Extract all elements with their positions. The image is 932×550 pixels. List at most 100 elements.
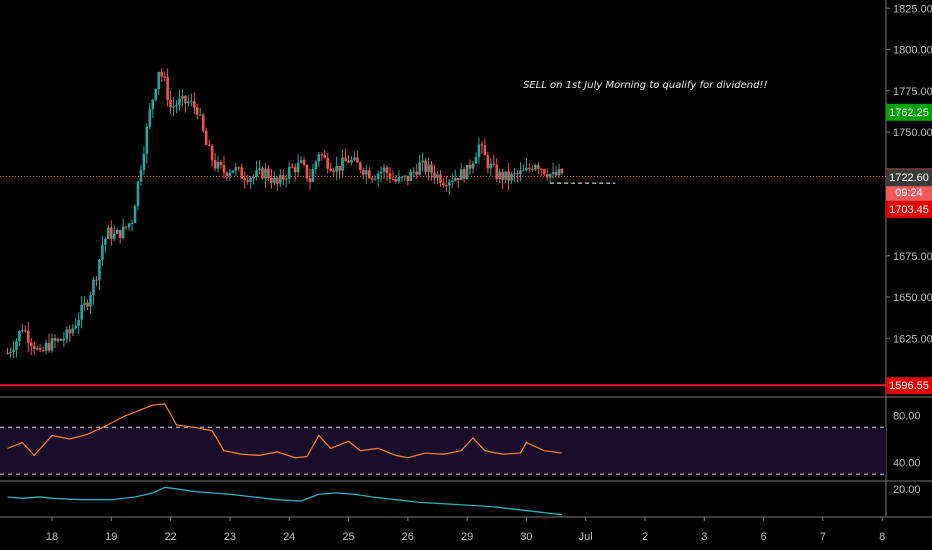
- candle-body: [394, 179, 398, 182]
- candle-body: [453, 177, 457, 181]
- candle-body: [290, 166, 294, 168]
- candle-body: [136, 181, 140, 207]
- candle-body: [359, 162, 362, 171]
- candle-body: [216, 161, 220, 169]
- candle-body: [198, 114, 202, 116]
- candle-body: [539, 168, 543, 170]
- candle-body: [436, 174, 439, 179]
- candle-body: [338, 166, 341, 171]
- candle-body: [92, 279, 95, 296]
- candle-body: [326, 157, 330, 169]
- candle-body: [77, 319, 80, 326]
- candle-body: [104, 238, 107, 245]
- candle-body: [237, 167, 241, 169]
- candle-body: [397, 176, 401, 182]
- price-tag-label: 1722.60: [889, 172, 929, 184]
- candle-body: [385, 167, 389, 174]
- time-tick-label: Jul: [579, 531, 593, 543]
- candle-body: [382, 167, 386, 172]
- candle-body: [293, 167, 297, 173]
- candle-body: [421, 160, 424, 163]
- candle-body: [367, 170, 371, 179]
- candle-body: [222, 165, 226, 173]
- candle-body: [133, 206, 137, 224]
- candle-body: [373, 178, 377, 180]
- candle-body: [353, 157, 356, 160]
- candle-body: [273, 177, 276, 183]
- candle-body: [495, 164, 499, 180]
- candle-body: [50, 338, 54, 351]
- time-tick-label: 22: [164, 531, 176, 543]
- candle-body: [270, 177, 273, 183]
- candle-body: [6, 353, 9, 355]
- candle-body: [121, 226, 125, 239]
- candle-body: [107, 227, 110, 239]
- candle-body: [15, 341, 18, 350]
- candle-body: [531, 168, 534, 170]
- time-tick-label: 3: [701, 531, 707, 543]
- candle-body: [47, 342, 51, 351]
- candle-body: [519, 170, 522, 175]
- candle-body: [504, 171, 507, 180]
- candle-body: [323, 155, 327, 158]
- candle-body: [450, 180, 454, 182]
- candle-body: [433, 172, 436, 179]
- rsi-band: [0, 427, 886, 475]
- candle-body: [169, 99, 172, 108]
- candle-body: [281, 174, 285, 180]
- rsi-line: [7, 403, 563, 459]
- candle-body: [157, 71, 161, 90]
- candle-body: [350, 159, 353, 163]
- candle-body: [130, 223, 134, 225]
- candle-body: [35, 348, 39, 350]
- rsi-level-label: 80.00: [893, 411, 921, 423]
- candle-body: [62, 338, 66, 341]
- candle-body: [160, 71, 164, 77]
- candle-body: [246, 180, 249, 182]
- candle-body: [187, 101, 190, 104]
- time-tick-label: 24: [283, 531, 295, 543]
- time-tick-label: 8: [879, 531, 885, 543]
- candle-body: [12, 349, 15, 353]
- candle-body: [148, 109, 152, 127]
- candle-body: [533, 165, 537, 170]
- candle-body: [124, 226, 128, 228]
- price-tag-label: 1762.25: [889, 107, 929, 119]
- candle-body: [341, 157, 344, 171]
- candle-body: [18, 331, 21, 342]
- time-tick-label: 19: [105, 531, 117, 543]
- price-tag: [886, 184, 932, 202]
- candle-body: [89, 295, 92, 307]
- candle-body: [445, 185, 448, 187]
- candle-body: [364, 170, 368, 175]
- candle-body: [243, 178, 247, 181]
- candle-body: [154, 89, 158, 100]
- candle-body: [234, 167, 238, 171]
- candle-body: [86, 302, 89, 307]
- candle-body: [178, 98, 181, 106]
- candle-body: [26, 330, 30, 343]
- candle-body: [513, 173, 516, 175]
- price-tag: [886, 377, 932, 395]
- candle-body: [492, 163, 496, 165]
- price-tag: [886, 169, 932, 187]
- candle-body: [430, 164, 433, 173]
- candle-body: [115, 229, 119, 234]
- candle-body: [424, 160, 427, 172]
- candle-body: [308, 178, 312, 182]
- candle-body: [465, 165, 469, 180]
- candle-body: [110, 227, 113, 239]
- candle-body: [213, 159, 217, 169]
- candle-body: [190, 101, 193, 103]
- time-tick-label: 29: [461, 531, 473, 543]
- candle-body: [65, 329, 69, 339]
- price-tick-label: 1750.00: [893, 127, 932, 139]
- candle-body: [557, 168, 561, 176]
- candle-body: [296, 162, 300, 173]
- candle-body: [448, 181, 451, 186]
- candle-body: [536, 165, 540, 169]
- price-tick-label: 1775.00: [893, 86, 932, 98]
- candle-body: [83, 302, 86, 306]
- candle-body: [554, 172, 558, 176]
